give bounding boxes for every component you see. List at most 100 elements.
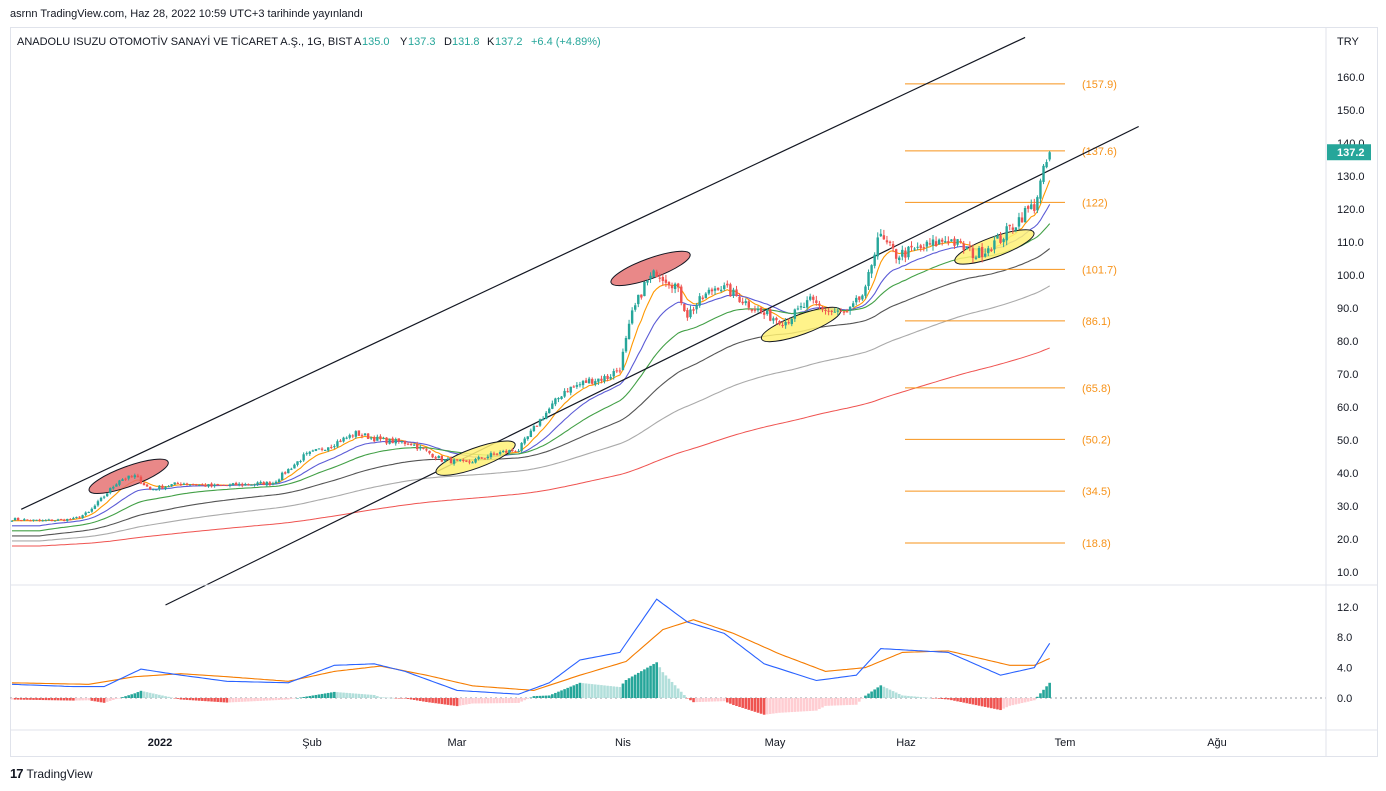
macd-histogram-bar	[600, 685, 603, 698]
macd-histogram-bar	[154, 694, 158, 698]
macd-histogram-bar	[47, 698, 51, 701]
macd-histogram-bar	[578, 682, 582, 698]
candle-body	[947, 241, 950, 243]
candle-body	[1002, 239, 1005, 243]
macd-histogram-bar	[105, 698, 109, 702]
macd-histogram-bar	[65, 698, 69, 701]
candle-body	[207, 484, 210, 487]
macd-histogram-bar	[228, 698, 232, 703]
macd-histogram-bar	[888, 689, 892, 698]
candle-body	[360, 435, 364, 437]
macd-histogram-bar	[597, 684, 600, 698]
macd-histogram-bar	[962, 698, 965, 703]
candle-body	[280, 472, 284, 481]
candle-body	[873, 254, 876, 266]
macd-histogram-bar	[59, 698, 63, 701]
candle-body	[231, 483, 235, 485]
candle-body	[572, 386, 576, 388]
macd-histogram-bar	[983, 698, 987, 707]
candle-body	[839, 310, 843, 312]
macd-histogram-bar	[130, 694, 134, 698]
legend-low: 131.8	[452, 36, 480, 48]
currency-label: TRY	[1337, 36, 1359, 48]
price-tick-label: 60.0	[1337, 402, 1358, 414]
macd-histogram-bar	[311, 695, 315, 698]
fib-level-label: (101.7)	[1082, 264, 1117, 276]
candle-body	[637, 294, 640, 305]
macd-histogram-bar	[572, 685, 576, 698]
macd-histogram-bar	[1014, 698, 1018, 705]
candle-body	[615, 370, 618, 372]
candle-body	[127, 475, 130, 479]
macd-histogram-bar	[882, 686, 886, 698]
candle-body	[53, 520, 57, 522]
candle-body	[403, 440, 407, 444]
candle-body	[354, 431, 358, 437]
candle-body	[956, 239, 959, 245]
macd-histogram-bar	[870, 691, 873, 698]
candle-body	[145, 484, 149, 487]
candle-body	[333, 446, 336, 448]
macd-histogram-bar	[213, 698, 216, 702]
candle-body	[689, 309, 692, 318]
candle-body	[188, 484, 192, 486]
price-tick-label: 130.0	[1337, 171, 1365, 183]
moving-averages	[12, 180, 1051, 547]
candle-body	[809, 296, 812, 300]
macd-histogram-bar	[661, 672, 665, 698]
candle-body	[744, 301, 747, 304]
candle-body	[612, 371, 615, 377]
macd-histogram-bar	[474, 698, 477, 704]
candle-body	[274, 481, 278, 484]
macd-histogram-bar	[96, 698, 100, 702]
time-tick-label: Tem	[1055, 737, 1076, 749]
macd-histogram-bar	[93, 698, 97, 702]
macd-histogram-bar	[72, 698, 75, 701]
macd-histogram-bar	[759, 698, 763, 714]
candle-body	[882, 235, 886, 240]
candle-body	[630, 310, 634, 324]
macd-histogram-bar	[440, 698, 444, 705]
macd-histogram-bar	[615, 686, 619, 698]
macd-histogram-bar	[765, 698, 769, 715]
candle-body	[130, 476, 133, 478]
macd-histogram-bar	[455, 698, 459, 707]
price-tick-label: 10.0	[1337, 567, 1358, 579]
candle-body	[732, 289, 735, 296]
candle-body	[155, 489, 158, 491]
candle-body	[569, 386, 572, 393]
candle-body	[277, 479, 281, 483]
macd-histogram-bar	[108, 698, 112, 701]
candle-body	[713, 288, 717, 291]
macd-histogram-bar	[369, 694, 373, 698]
macd-histogram-bar	[1039, 693, 1042, 698]
macd-histogram-bar	[532, 696, 536, 698]
candle-body	[640, 294, 643, 298]
macd-histogram-bar	[62, 698, 66, 701]
candle-body	[867, 272, 870, 287]
candle-body	[898, 257, 901, 261]
macd-histogram-bar	[84, 698, 87, 701]
candle-body	[446, 458, 450, 460]
macd-histogram-bar	[873, 689, 876, 698]
candle-body	[222, 485, 226, 487]
last-price-badge	[1327, 144, 1371, 161]
candle-body	[109, 488, 112, 494]
macd-histogram-bar	[722, 698, 726, 702]
macd-histogram-bar	[640, 671, 643, 698]
macd-histogram-bar	[652, 664, 655, 698]
candle-body	[833, 311, 836, 313]
candle-body	[41, 520, 44, 522]
macd-histogram-bar	[990, 698, 993, 709]
candle-body	[1033, 204, 1036, 211]
macd-histogram-bar	[845, 698, 849, 706]
macd-histogram-bar	[265, 698, 269, 701]
macd-histogram-bar	[339, 692, 342, 698]
macd-histogram-bar	[302, 696, 305, 698]
candle-body	[747, 301, 750, 308]
candle-body	[56, 519, 60, 521]
macd-histogram-bar	[504, 698, 508, 704]
macd-histogram-bar	[305, 696, 309, 698]
macd-histogram-bar	[99, 698, 103, 703]
